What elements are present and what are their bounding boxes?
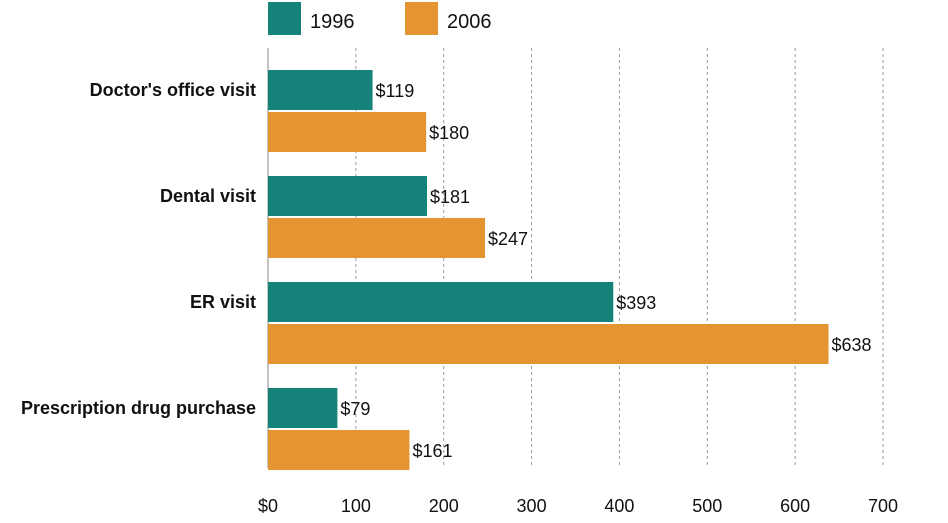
value-label: $161 [412,441,452,461]
x-tick-label: 300 [517,496,547,516]
category-label: Doctor's office visit [90,80,256,100]
bar [268,282,614,322]
legend-swatch [268,2,301,35]
bar [268,218,486,258]
bar [268,430,410,470]
x-tick-label: 200 [429,496,459,516]
legend-swatch [405,2,438,35]
category-label: Dental visit [160,186,256,206]
bar [268,176,428,216]
x-tick-label: 400 [604,496,634,516]
legend-label: 2006 [447,11,492,33]
category-labels: Doctor's office visit Dental visit ER visi… [21,80,256,418]
x-tick-label: 100 [341,496,371,516]
x-tick-label: 500 [692,496,722,516]
value-label: $638 [832,335,872,355]
x-tick-label: $0 [258,496,278,516]
value-label: $247 [488,229,528,249]
x-tick-label: 600 [780,496,810,516]
value-label: $180 [429,123,469,143]
bar [268,112,427,152]
value-label: $119 [376,81,415,101]
legend-label: 1996 [310,11,355,33]
value-labels: $119 $180 $181 $247 $393 $638 $79 $161 [340,81,871,461]
value-label: $79 [340,399,370,419]
category-label: ER visit [190,292,256,312]
x-axis-ticks: $0 100 200 300 400 500 600 700 [258,496,898,516]
bar [268,324,829,364]
value-label: $393 [616,293,656,313]
bars [268,70,829,470]
x-tick-label: 700 [868,496,898,516]
bar [268,70,373,110]
bar [268,388,338,428]
value-label: $181 [430,187,470,207]
category-label: Prescription drug purchase [21,398,256,418]
legend: 1996 2006 [268,2,492,35]
